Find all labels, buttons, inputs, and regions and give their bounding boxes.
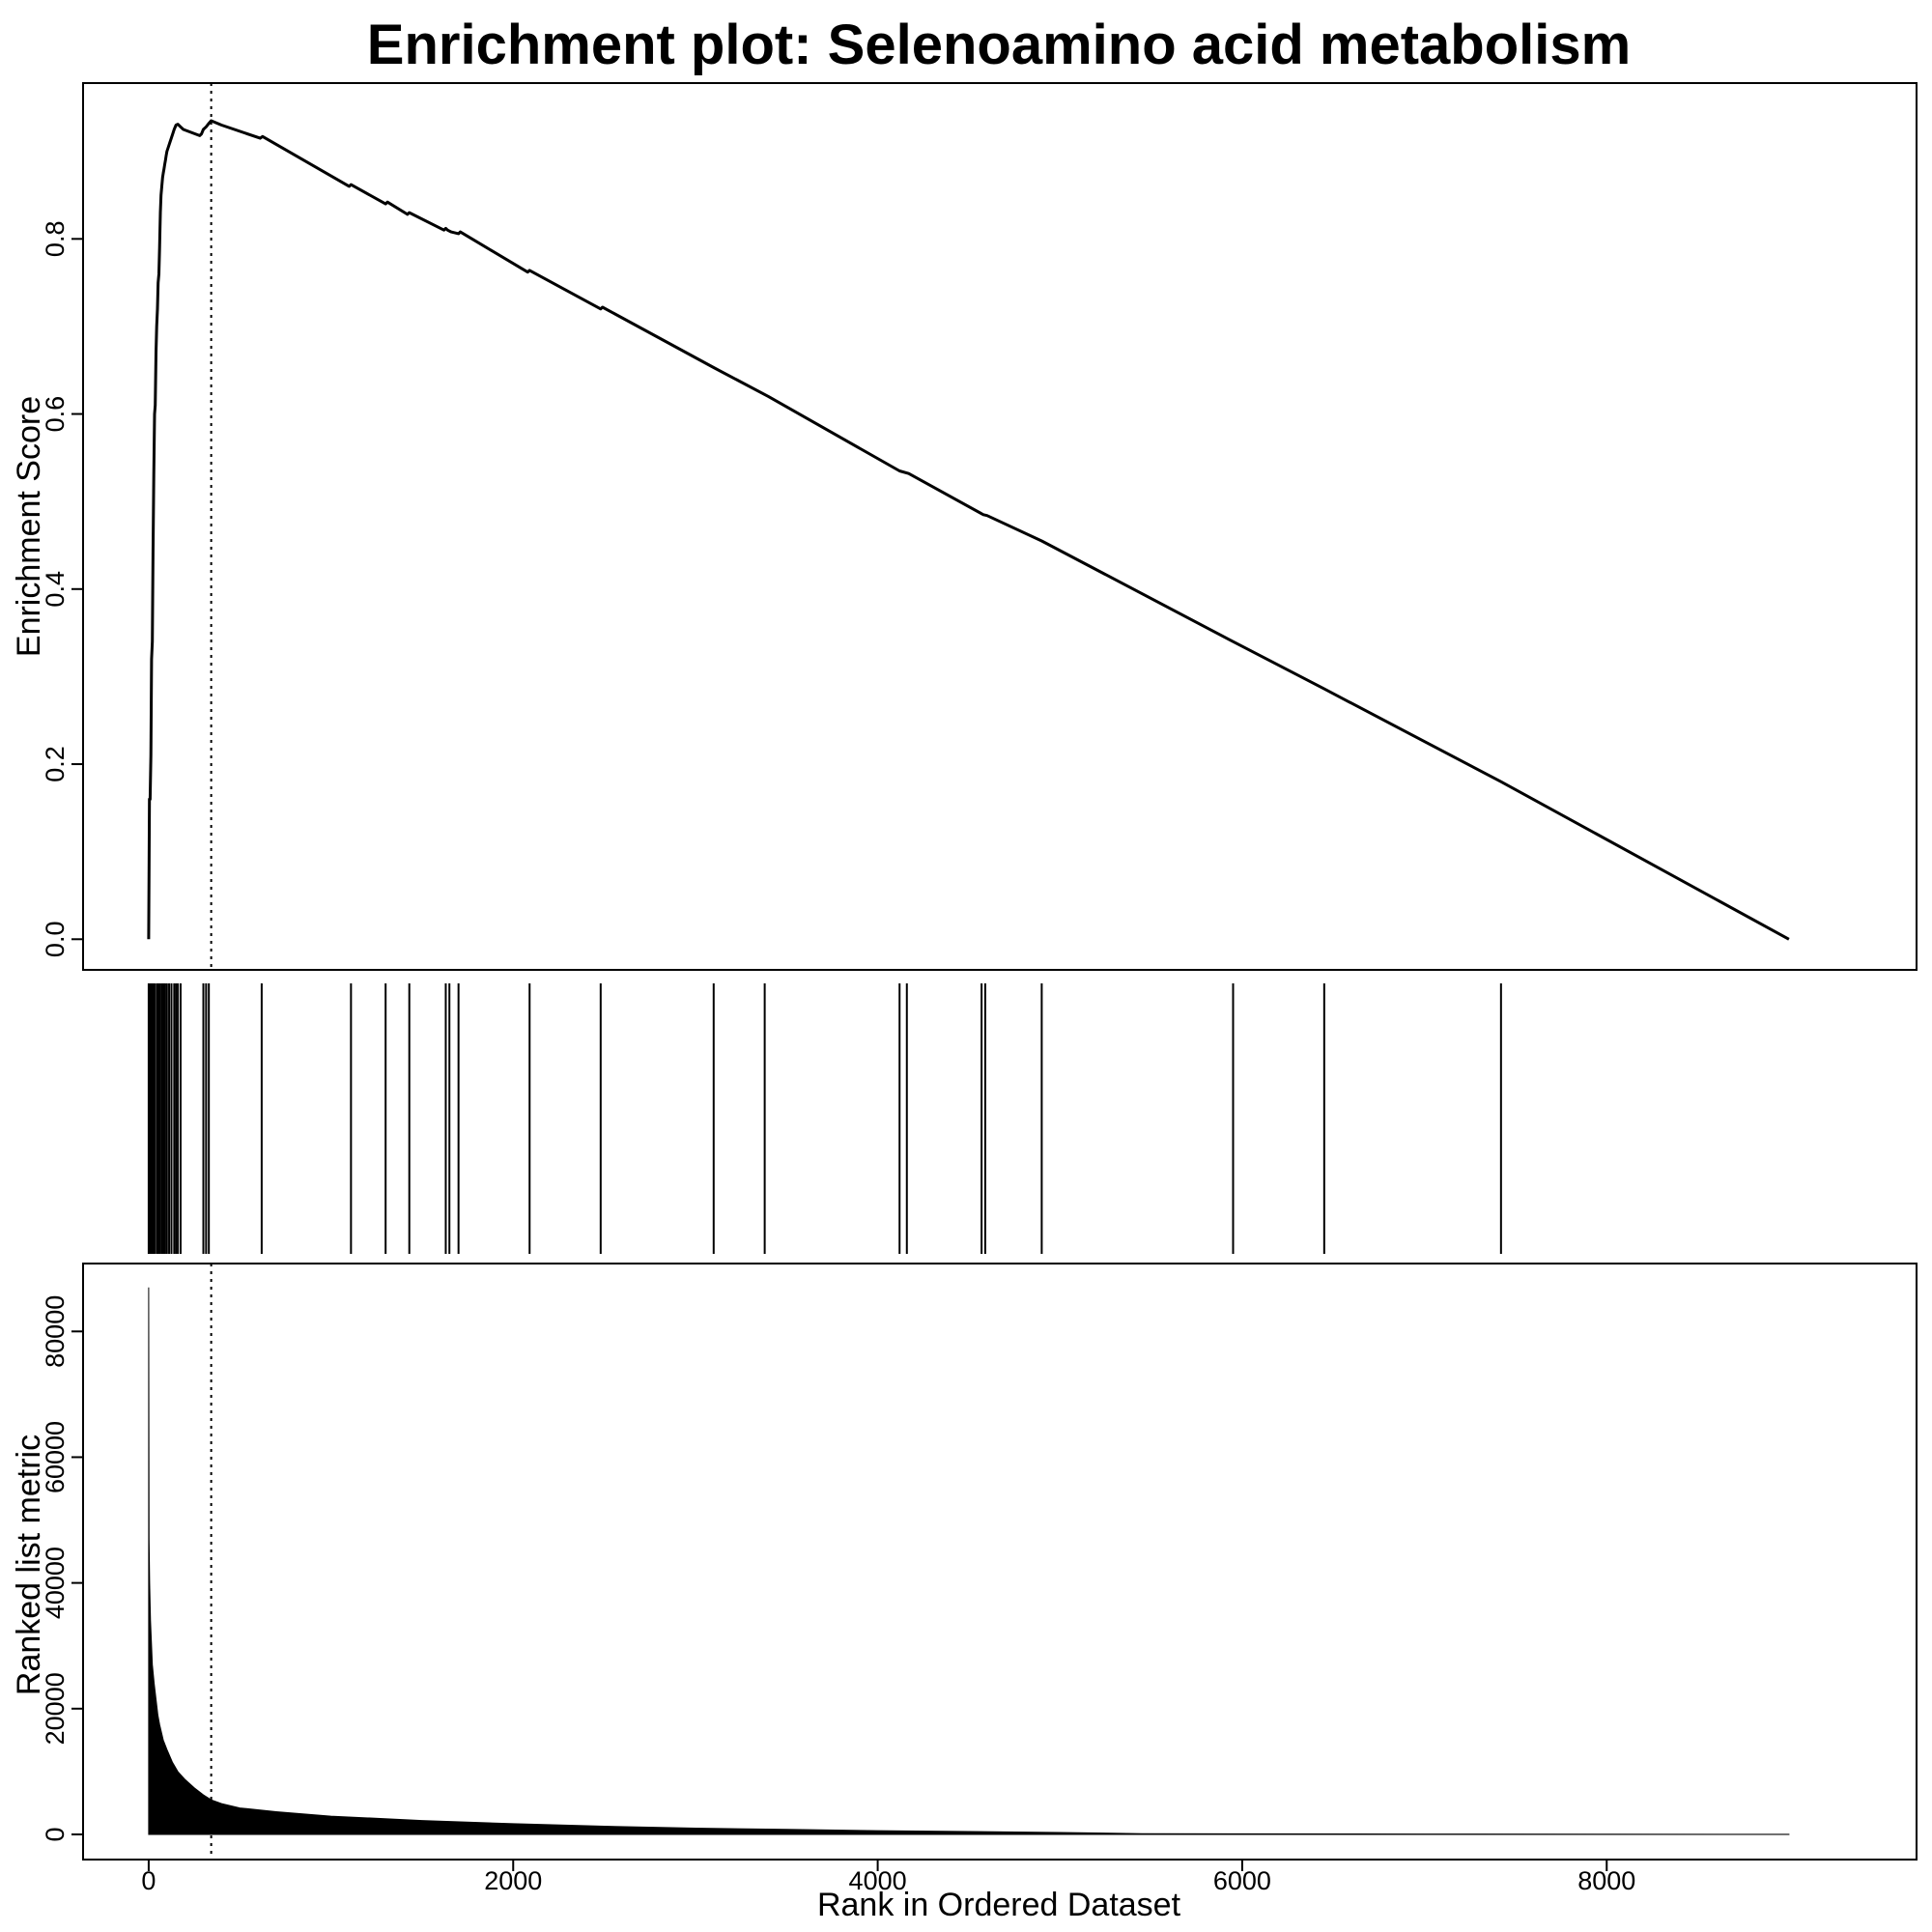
y-tick-label: 0	[41, 1827, 70, 1841]
y-tick-label: 0.2	[41, 746, 70, 782]
enrichment-score-y-axis: 0.0 0.2 0.4 0.6 0.8	[41, 221, 84, 958]
x-tick-label: 4000	[849, 1866, 907, 1895]
rank-x-label: Rank in Ordered Dataset	[817, 1887, 1181, 1923]
ranked-metric-y-axis: 0 20000 40000 60000 80000	[41, 1295, 84, 1842]
y-tick-label: 0.6	[41, 396, 70, 433]
chart-title: Enrichment plot: Selenoamino acid metabo…	[367, 14, 1631, 76]
enrichment-score-frame	[82, 82, 1918, 971]
y-tick-label: 80000	[41, 1295, 70, 1368]
gene-set-hits-panel	[147, 983, 1502, 1254]
y-tick-label: 0.4	[41, 571, 70, 608]
x-tick-label: 8000	[1577, 1866, 1635, 1895]
enrichment-score-y-label: Enrichment Score	[11, 396, 47, 657]
ranked-metric-y-label: Ranked list metric	[11, 1435, 47, 1695]
ranked-metric-area	[148, 1287, 1790, 1835]
y-tick-label: 20000	[41, 1672, 70, 1745]
enrichment-score-line	[147, 119, 1790, 941]
y-tick-label: 0.8	[41, 221, 70, 258]
x-tick-label: 0	[141, 1866, 156, 1895]
y-tick-label: 40000	[41, 1547, 70, 1619]
ranked-metric-frame	[82, 1263, 1918, 1861]
y-tick-label: 60000	[41, 1421, 70, 1493]
y-tick-label: 0.0	[41, 922, 70, 958]
ranked-metric-x-axis: 0 2000 4000 6000 8000	[141, 1859, 1635, 1895]
enrichment-score-panel: 0.0 0.2 0.4 0.6 0.8 Enrichment Score	[11, 82, 1918, 971]
x-tick-label: 2000	[484, 1866, 542, 1895]
x-tick-label: 6000	[1213, 1866, 1271, 1895]
